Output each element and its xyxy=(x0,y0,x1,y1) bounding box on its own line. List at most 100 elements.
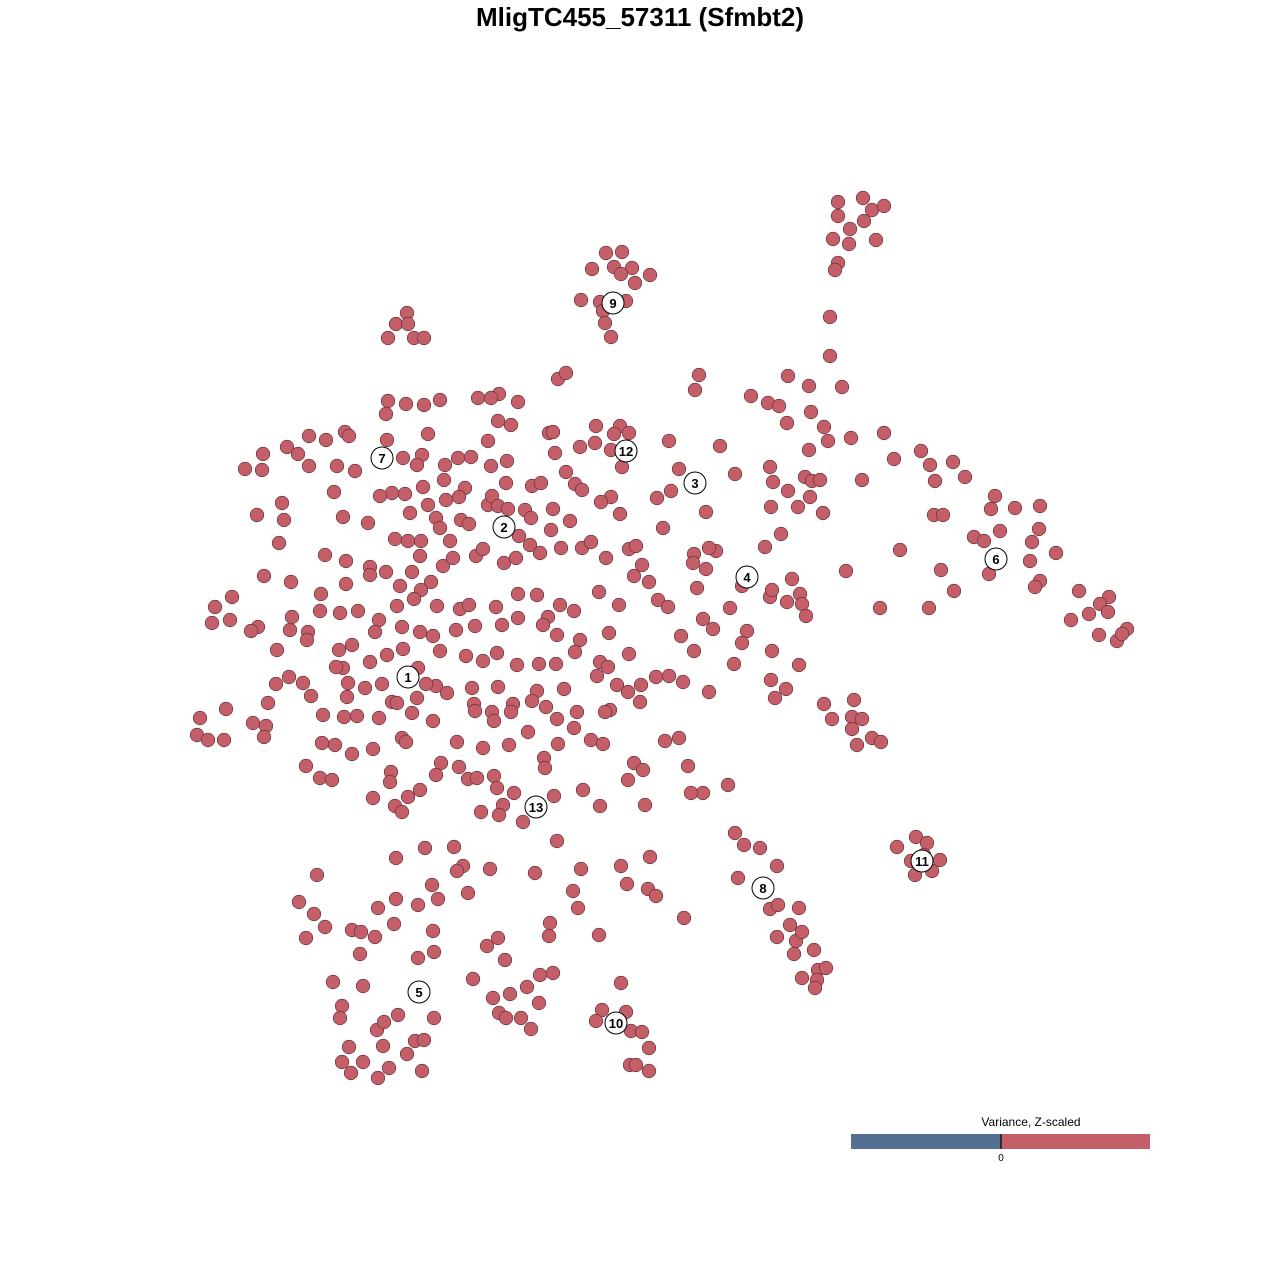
data-point xyxy=(463,449,479,465)
data-point xyxy=(780,368,796,384)
data-point xyxy=(824,711,840,727)
data-point xyxy=(655,520,671,536)
data-point xyxy=(545,424,561,440)
data-point xyxy=(838,563,854,579)
data-point xyxy=(734,635,750,651)
data-point xyxy=(503,417,519,433)
data-point xyxy=(791,900,807,916)
data-point xyxy=(720,777,736,793)
data-point xyxy=(606,426,622,442)
data-point xyxy=(691,367,707,383)
cluster-label-badge xyxy=(604,1011,628,1035)
data-point xyxy=(532,967,548,983)
data-point xyxy=(355,1054,371,1070)
data-point xyxy=(449,863,465,879)
data-point xyxy=(549,627,565,643)
data-point xyxy=(473,804,489,820)
data-point xyxy=(435,558,451,574)
data-point xyxy=(589,668,605,684)
data-point xyxy=(565,883,581,899)
data-point xyxy=(276,512,292,528)
data-point xyxy=(549,711,565,727)
data-point xyxy=(591,584,607,600)
data-point xyxy=(886,451,902,467)
data-point xyxy=(595,736,611,752)
data-point xyxy=(429,598,445,614)
data-point xyxy=(673,628,689,644)
data-point xyxy=(433,755,449,771)
data-point xyxy=(547,445,563,461)
data-point xyxy=(410,897,426,913)
data-point xyxy=(451,759,467,775)
data-point xyxy=(491,807,507,823)
points-layer xyxy=(189,190,1135,1086)
data-point xyxy=(908,829,924,845)
data-point xyxy=(1100,604,1116,620)
data-point xyxy=(425,923,441,939)
data-point xyxy=(661,433,677,449)
data-point xyxy=(876,198,892,214)
data-point xyxy=(598,245,614,261)
data-point xyxy=(649,490,665,506)
data-point xyxy=(820,433,836,449)
cluster-label-text: 11 xyxy=(915,854,929,869)
data-point xyxy=(572,632,588,648)
data-point xyxy=(254,462,270,478)
data-point xyxy=(727,466,743,482)
data-point xyxy=(510,586,526,602)
data-point xyxy=(807,980,823,996)
data-point xyxy=(613,975,629,991)
data-point xyxy=(332,605,348,621)
data-point xyxy=(312,603,328,619)
data-point xyxy=(779,415,795,431)
data-point xyxy=(603,329,619,345)
data-point xyxy=(379,432,395,448)
data-point xyxy=(803,404,819,420)
data-point xyxy=(490,930,506,946)
data-point xyxy=(613,858,629,874)
data-point xyxy=(399,1046,415,1062)
data-point xyxy=(550,736,566,752)
cluster-label-text: 7 xyxy=(378,451,385,466)
data-point xyxy=(921,600,937,616)
data-point xyxy=(524,693,540,709)
data-point xyxy=(204,615,220,631)
data-point xyxy=(784,571,800,587)
data-point xyxy=(650,592,666,608)
data-point xyxy=(256,568,272,584)
data-point xyxy=(573,292,589,308)
data-point xyxy=(314,735,330,751)
data-point xyxy=(825,231,841,247)
data-point xyxy=(461,516,477,532)
data-point xyxy=(834,379,850,395)
data-point xyxy=(494,617,510,633)
data-point xyxy=(448,622,464,638)
data-point xyxy=(572,439,588,455)
data-point xyxy=(876,425,892,441)
cluster-label-badge xyxy=(396,665,420,689)
data-point xyxy=(671,730,687,746)
data-point xyxy=(537,760,553,776)
data-point xyxy=(281,669,297,685)
data-point xyxy=(469,770,485,786)
data-point xyxy=(301,428,317,444)
data-point xyxy=(318,432,334,448)
data-point xyxy=(384,485,400,501)
data-point xyxy=(519,979,535,995)
data-point xyxy=(428,767,444,783)
cluster-label-13: 13 xyxy=(524,795,548,819)
data-point xyxy=(641,1040,657,1056)
data-point xyxy=(801,442,817,458)
data-point xyxy=(570,900,586,916)
data-point xyxy=(389,598,405,614)
data-point xyxy=(1114,626,1130,642)
data-point xyxy=(332,1010,348,1026)
cluster-label-text: 6 xyxy=(992,552,999,567)
data-point xyxy=(597,315,613,331)
data-point xyxy=(976,533,992,549)
data-point xyxy=(701,684,717,700)
data-point xyxy=(1022,553,1038,569)
data-point xyxy=(309,867,325,883)
cluster-label-6: 6 xyxy=(984,547,1008,571)
data-point xyxy=(437,457,453,473)
